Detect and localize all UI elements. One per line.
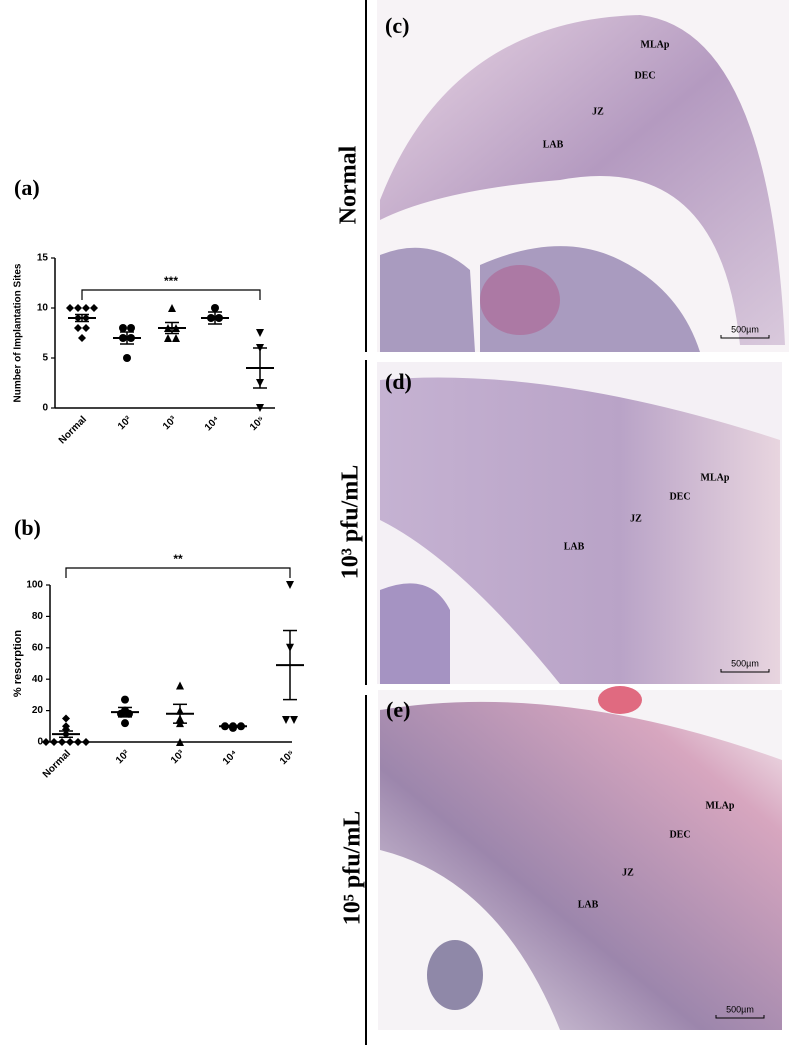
significance-label: **: [173, 552, 183, 566]
data-point: [50, 738, 58, 746]
tissue: [380, 377, 780, 684]
data-point: [42, 738, 50, 746]
data-point: [82, 304, 90, 312]
y-tick-label: 15: [37, 253, 49, 264]
tissue: [380, 583, 450, 684]
y-tick-label: 60: [32, 642, 44, 653]
histology-images: [377, 0, 789, 1030]
data-point: [176, 681, 184, 690]
y-tick-label: 10: [37, 303, 49, 314]
y-axis-label: Number of Implantation Sites: [13, 263, 24, 402]
x-tick-label: 10²: [114, 748, 132, 766]
scale-bar-label: 500µm: [726, 1004, 754, 1014]
condition-label: 10³ pfu/mL: [338, 465, 364, 580]
data-point: [82, 324, 90, 332]
region-label: MLAp: [701, 472, 730, 483]
data-point: [256, 329, 264, 337]
data-point: [164, 334, 172, 342]
region-label: DEC: [669, 829, 690, 840]
region-label: DEC: [669, 491, 690, 502]
scale-bar: [720, 669, 770, 673]
y-axis-label: % resorption: [12, 630, 24, 698]
tissue: [480, 265, 560, 335]
data-point: [256, 404, 264, 412]
x-tick-label: 10³: [161, 414, 179, 432]
data-point: [168, 304, 176, 312]
region-label: DEC: [634, 70, 655, 81]
significance-bracket: [81, 289, 261, 300]
condition-label: Normal: [336, 145, 362, 224]
region-label: LAB: [543, 139, 564, 150]
panel-label: (e): [386, 697, 410, 722]
y-tick-label: 20: [32, 705, 44, 716]
x-tick-label: 10²: [116, 414, 134, 432]
y-tick-label: 80: [32, 611, 44, 622]
tissue: [427, 940, 483, 1010]
data-point: [211, 304, 219, 312]
panel-label: (b): [14, 515, 41, 540]
y-tick-label: 0: [37, 737, 43, 748]
data-point: [58, 738, 66, 746]
data-point: [176, 738, 184, 746]
data-point: [74, 738, 82, 746]
scale-bar-label: 500µm: [731, 324, 759, 334]
y-tick-label: 40: [32, 674, 44, 685]
data-point: [82, 738, 90, 746]
condition-label: 10⁵ pfu/mL: [340, 811, 366, 926]
scale-bar-label: 500µm: [731, 658, 759, 668]
tissue: [380, 15, 785, 345]
data-point: [127, 324, 135, 332]
x-tick-label: 10⁴: [221, 748, 240, 767]
data-point: [282, 716, 290, 725]
data-point: [121, 719, 129, 728]
significance-label: ***: [164, 274, 178, 288]
data-point: [78, 334, 86, 342]
y-tick-label: 0: [42, 403, 48, 414]
panel-label: (a): [14, 175, 40, 200]
data-point: [74, 324, 82, 332]
x-tick-label: 10³: [169, 748, 187, 766]
x-tick-label: 10⁴: [203, 414, 222, 433]
x-tick-label: 10⁵: [278, 748, 297, 767]
data-point: [290, 716, 298, 725]
region-label: MLAp: [641, 39, 670, 50]
x-tick-label: 10⁵: [248, 414, 267, 433]
panel-label: (c): [385, 13, 409, 38]
y-tick-label: 5: [42, 353, 48, 364]
region-label: LAB: [564, 541, 585, 552]
data-point: [123, 354, 131, 362]
x-tick-label: Normal: [41, 748, 73, 780]
significance-bracket: [65, 567, 291, 578]
scale-bar: [715, 1015, 765, 1019]
data-point: [74, 304, 82, 312]
tissue: [598, 686, 642, 714]
data-point: [66, 738, 74, 746]
region-label: LAB: [578, 899, 599, 910]
data-point: [172, 334, 180, 342]
data-point: [119, 324, 127, 332]
scale-bar: [720, 335, 770, 339]
y-tick-label: 100: [26, 580, 43, 591]
region-label: MLAp: [706, 800, 735, 811]
data-point: [66, 304, 74, 312]
x-tick-label: Normal: [57, 414, 89, 446]
region-label: JZ: [622, 867, 634, 878]
panel-label: (d): [385, 369, 412, 394]
data-point: [90, 304, 98, 312]
region-label: JZ: [592, 106, 604, 117]
data-point: [121, 695, 129, 704]
region-label: JZ: [630, 513, 642, 524]
data-point: [286, 581, 294, 589]
tissue: [380, 701, 782, 1030]
data-point: [62, 714, 70, 723]
